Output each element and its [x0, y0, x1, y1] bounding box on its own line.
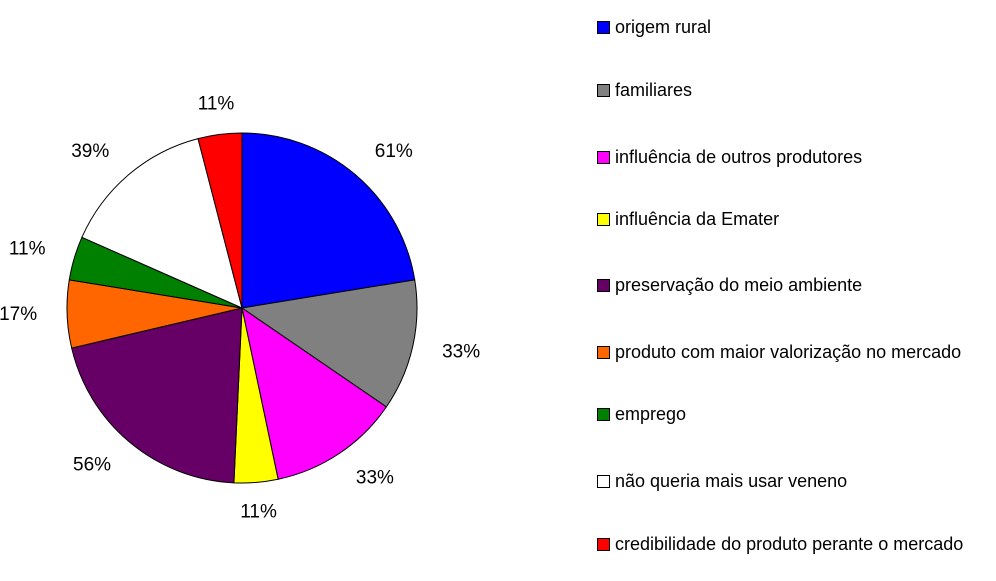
- legend-swatch: [597, 84, 610, 97]
- legend-swatch: [597, 151, 610, 164]
- legend-item: influência da Emater: [597, 206, 987, 232]
- pie-slice: [71, 307, 243, 484]
- data-label: 11%: [9, 239, 46, 260]
- legend-item: origem rural: [597, 14, 987, 40]
- legend-item: credibilidade do produto perante o merca…: [597, 531, 987, 557]
- data-label: 33%: [442, 342, 480, 363]
- legend-label: influência de outros produtores: [615, 147, 863, 167]
- legend-swatch: [597, 213, 610, 226]
- legend-label: influência da Emater: [615, 209, 780, 229]
- pie-slice: [241, 306, 388, 480]
- data-label: 33%: [356, 467, 394, 488]
- data-label: 39%: [71, 141, 109, 162]
- legend-label: não queria mais usar veneno: [615, 471, 848, 491]
- legend-label: produto com maior valorização no mercado: [615, 342, 962, 362]
- pie-slice: [197, 132, 243, 309]
- pie-slice: [81, 138, 243, 309]
- data-label: 56%: [73, 455, 111, 476]
- data-label: 11%: [198, 94, 235, 115]
- legend-label: emprego: [615, 404, 687, 424]
- data-label: 17%: [0, 304, 37, 325]
- legend-item: produto com maior valorização no mercado: [597, 339, 987, 365]
- data-label: 61%: [375, 141, 413, 162]
- legend-swatch: [597, 408, 610, 421]
- legend-swatch: [597, 475, 610, 488]
- legend-item: familiares: [597, 77, 987, 103]
- legend-swatch: [597, 538, 610, 551]
- legend-label: origem rural: [615, 17, 712, 37]
- legend-swatch: [597, 346, 610, 359]
- legend-swatch: [597, 21, 610, 34]
- legend-item: não queria mais usar veneno: [597, 468, 987, 494]
- data-label: 11%: [240, 501, 277, 522]
- pie-slice: [240, 279, 418, 408]
- legend-item: emprego: [597, 401, 987, 427]
- legend-label: preservação do meio ambiente: [615, 275, 863, 295]
- legend-label: familiares: [615, 80, 693, 100]
- legend-label: credibilidade do produto perante o merca…: [615, 534, 964, 554]
- legend-item: preservação do meio ambiente: [597, 272, 987, 298]
- legend-item: influência de outros produtores: [597, 144, 987, 170]
- pie-slice: [241, 132, 416, 309]
- legend-swatch: [597, 279, 610, 292]
